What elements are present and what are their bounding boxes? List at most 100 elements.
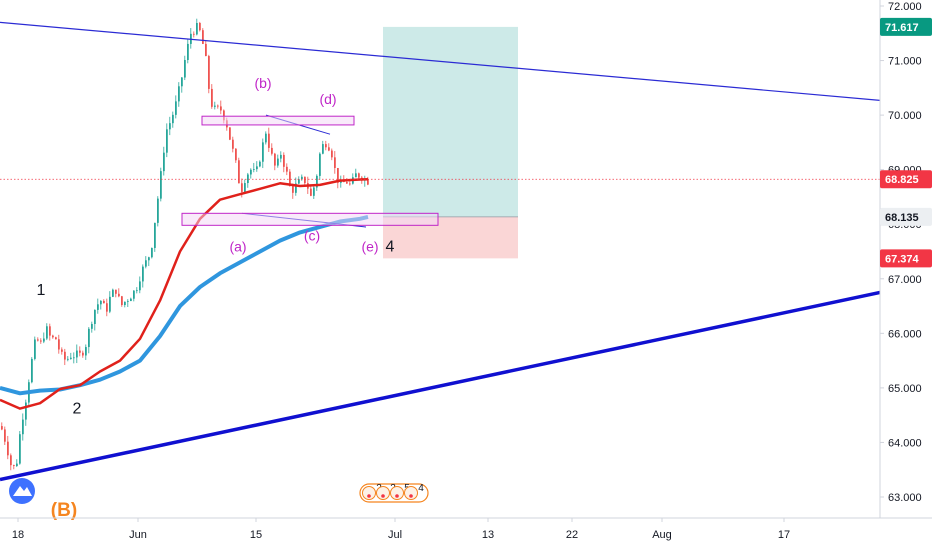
y-tick-label: 65.000	[888, 383, 922, 395]
x-tick-label: 13	[482, 529, 494, 541]
candle-body	[256, 166, 258, 170]
candle-body	[319, 153, 321, 176]
candle-body	[142, 266, 144, 282]
consolidation-box-2[interactable]	[181, 212, 439, 226]
candle-body	[193, 33, 195, 35]
candle-body	[91, 323, 93, 329]
candle-body	[118, 293, 120, 297]
candle-body	[355, 173, 357, 178]
candle-body	[154, 222, 156, 248]
candle-body	[181, 77, 183, 87]
y-tick-label: 63.000	[888, 492, 922, 504]
candle-body	[337, 167, 339, 183]
candle-body	[19, 434, 21, 464]
candle-body	[358, 173, 360, 178]
candle-body	[247, 174, 249, 184]
candle-body	[115, 289, 117, 294]
event-markers[interactable]: 2254	[359, 483, 429, 503]
candle-body	[265, 133, 267, 143]
event-marker[interactable]	[376, 486, 390, 500]
candle-body	[139, 281, 141, 291]
wave-label[interactable]: 1	[37, 282, 46, 299]
event-marker-count: 4	[418, 483, 424, 494]
candle-body	[289, 171, 291, 187]
wave-label[interactable]: (B)	[51, 500, 77, 521]
wave-label[interactable]: (b)	[254, 75, 271, 91]
candle-body	[130, 298, 132, 302]
price-badge-label: 67.374	[885, 253, 920, 265]
candle-body	[220, 106, 222, 111]
candle-body	[277, 158, 279, 166]
candle-body	[334, 157, 336, 168]
candle-body	[97, 304, 99, 310]
tradingview-logo[interactable]	[9, 478, 35, 504]
wave-label[interactable]: (e)	[361, 239, 378, 255]
price-badge	[880, 170, 932, 189]
consolidation-box-1[interactable]	[201, 115, 355, 126]
wave-label[interactable]: (c)	[304, 228, 320, 244]
candle-body	[286, 166, 288, 172]
candle-body	[49, 326, 51, 336]
resistance-trendline[interactable]	[0, 21, 881, 101]
candle-body	[292, 186, 294, 193]
candle-body	[22, 419, 24, 435]
candle-body	[160, 171, 162, 199]
candle-body	[283, 154, 285, 167]
candle-body	[187, 43, 189, 61]
candle-body	[166, 129, 168, 153]
candle-body	[310, 188, 312, 196]
event-dot	[409, 494, 413, 498]
candle-body	[301, 176, 303, 180]
candle-body	[241, 183, 243, 192]
candle-body	[124, 301, 126, 306]
candle-body	[151, 247, 153, 258]
candle-body	[223, 110, 225, 121]
candle-body	[211, 88, 213, 107]
price-badge-label: 68.825	[885, 174, 919, 186]
candle-body	[304, 176, 306, 184]
candle-body	[295, 183, 297, 193]
candle-body	[112, 289, 114, 297]
candle-body	[100, 300, 102, 305]
wave-label[interactable]: 4	[386, 239, 395, 256]
candle-body	[10, 455, 12, 466]
fast-moving-average[interactable]	[0, 177, 369, 410]
candle-body	[79, 350, 81, 353]
candle-body	[76, 350, 78, 358]
event-dot	[395, 494, 399, 498]
candle-body	[349, 183, 351, 185]
candle-body	[34, 339, 36, 359]
candle-body	[145, 260, 147, 267]
y-tick-label: 64.000	[888, 437, 922, 449]
price-badge	[880, 249, 932, 268]
event-marker[interactable]	[362, 486, 376, 500]
event-dot	[367, 494, 371, 498]
event-dot	[381, 494, 385, 498]
candle-body	[217, 105, 219, 107]
event-marker[interactable]	[390, 486, 404, 500]
candle-body	[280, 154, 282, 159]
candle-body	[250, 169, 252, 175]
candle-body	[61, 349, 63, 352]
event-marker[interactable]	[404, 486, 418, 500]
candle-body	[346, 182, 348, 184]
candle-body	[148, 257, 150, 261]
candle-body	[13, 465, 15, 466]
support-trendline[interactable]	[0, 290, 881, 482]
candle-body	[271, 147, 273, 154]
candle-body	[205, 43, 207, 57]
wave-label[interactable]: (a)	[229, 239, 246, 255]
candle-body	[199, 23, 201, 31]
target-zone[interactable]	[383, 26, 518, 217]
candle-body	[43, 338, 45, 342]
candle-body	[46, 326, 48, 339]
candle-body	[16, 463, 18, 466]
candle-body	[52, 335, 54, 338]
y-tick-label: 71.000	[888, 56, 922, 68]
candle-body	[172, 114, 174, 124]
candle-body	[55, 337, 57, 340]
wave-label[interactable]: 2	[73, 401, 82, 418]
wave-label[interactable]: (d)	[319, 91, 336, 107]
x-tick-label: 18	[12, 529, 24, 541]
price-badge	[880, 207, 932, 226]
